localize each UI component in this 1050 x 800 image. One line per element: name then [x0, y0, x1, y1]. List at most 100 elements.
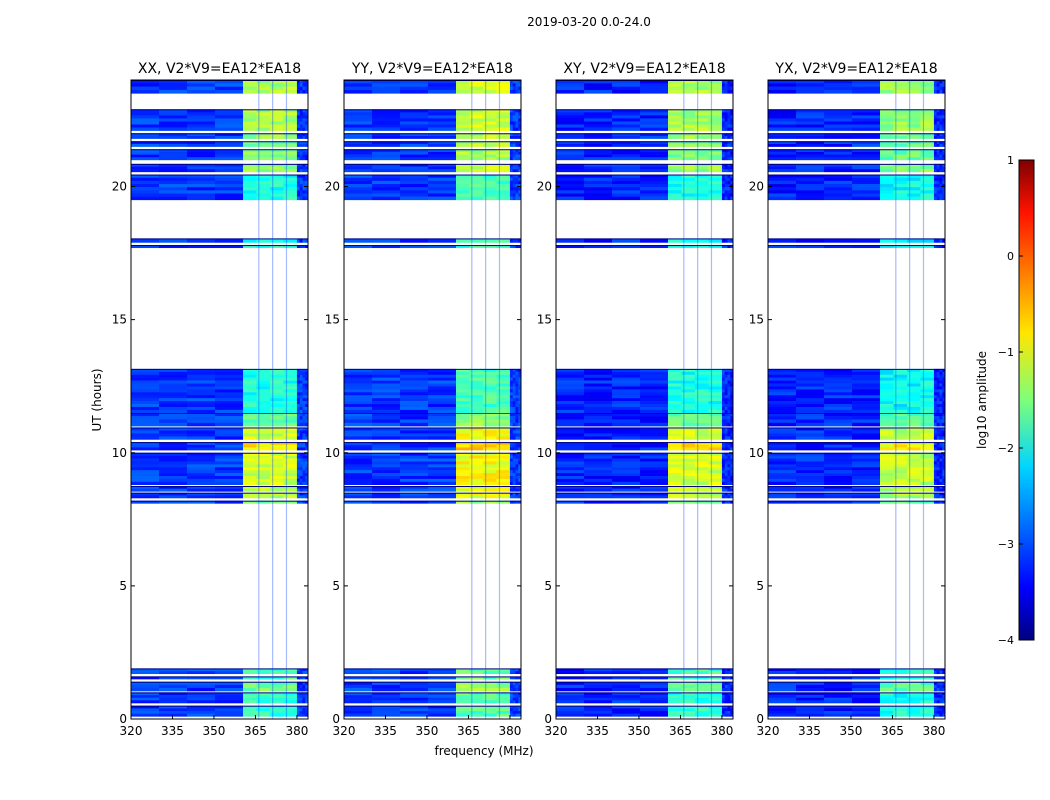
- heatmap-cell: [187, 461, 216, 465]
- heatmap-cell: [456, 436, 470, 440]
- heatmap-cell: [518, 708, 522, 712]
- heatmap-cell: [936, 475, 940, 480]
- heatmap-cell: [936, 124, 940, 128]
- heatmap-cell: [852, 149, 881, 153]
- heatmap-cell: [372, 668, 401, 672]
- x-tick-label: 335: [161, 724, 184, 738]
- heatmap-cell: [893, 383, 908, 387]
- heatmap-cell: [640, 115, 669, 119]
- heatmap-cell: [920, 115, 935, 119]
- heatmap-cell: [159, 377, 188, 381]
- heatmap-cell: [269, 127, 284, 131]
- heatmap-cell: [640, 681, 669, 686]
- heatmap-cell: [372, 86, 401, 91]
- heatmap-cell: [159, 193, 188, 197]
- heatmap-cell: [159, 475, 188, 480]
- heatmap-cell: [584, 486, 613, 489]
- heatmap-cell: [456, 109, 470, 113]
- heatmap-cell: [730, 500, 734, 504]
- heatmap-cell: [721, 371, 726, 376]
- heatmap-cell: [269, 395, 284, 399]
- heatmap-cell: [482, 500, 497, 504]
- heatmap-cell: [518, 143, 522, 147]
- heatmap-cell: [509, 135, 514, 139]
- heatmap-cell: [159, 481, 188, 485]
- heatmap-cell: [512, 374, 516, 378]
- heatmap-cell: [515, 115, 519, 119]
- heatmap-cell: [681, 166, 696, 170]
- heatmap-cell: [215, 389, 244, 393]
- heatmap-cell: [936, 495, 940, 499]
- heatmap-cell: [469, 404, 484, 408]
- heatmap-cell: [880, 412, 894, 417]
- heatmap-cell: [939, 80, 943, 84]
- heatmap-cell: [159, 713, 188, 717]
- heatmap-cell: [496, 481, 511, 485]
- heatmap-cell: [456, 711, 470, 714]
- heatmap-cell: [518, 681, 522, 686]
- heatmap-cell: [724, 118, 728, 122]
- heatmap-cell: [727, 118, 731, 122]
- heatmap-cell: [509, 419, 514, 424]
- heatmap-cell: [612, 190, 641, 194]
- heatmap-cell: [708, 444, 723, 448]
- heatmap-cell: [518, 187, 522, 191]
- heatmap-cell: [131, 433, 160, 437]
- heatmap-cell: [299, 121, 303, 125]
- heatmap-cell: [880, 80, 894, 84]
- heatmap-cell: [269, 401, 284, 405]
- heatmap-cell: [187, 488, 216, 492]
- heatmap-cell: [721, 452, 726, 456]
- heatmap-cell: [727, 404, 731, 408]
- heatmap-cell: [724, 157, 728, 161]
- heatmap-cell: [512, 668, 516, 672]
- heatmap-cell: [708, 143, 723, 147]
- heatmap-cell: [215, 398, 244, 402]
- heatmap-cell: [496, 473, 511, 477]
- heatmap-cell: [299, 416, 303, 420]
- heatmap-cell: [215, 374, 244, 378]
- heatmap-cell: [496, 368, 511, 373]
- heatmap-cell: [512, 444, 516, 448]
- heatmap-cell: [824, 692, 853, 696]
- heatmap-cell: [556, 389, 585, 393]
- heatmap-cell: [283, 187, 298, 191]
- heatmap-cell: [893, 83, 908, 87]
- heatmap-cell: [612, 184, 641, 188]
- heatmap-cell: [518, 500, 522, 504]
- heatmap-cell: [344, 143, 373, 147]
- heatmap-cell: [512, 151, 516, 155]
- heatmap-cell: [518, 430, 522, 434]
- heatmap-cell: [668, 149, 682, 153]
- heatmap-cell: [518, 478, 522, 483]
- heatmap-cell: [496, 89, 511, 94]
- heatmap-cell: [796, 80, 825, 84]
- heatmap-cell: [920, 708, 935, 712]
- heatmap-cell: [708, 174, 723, 178]
- heatmap-cell: [515, 697, 519, 701]
- heatmap-cell: [469, 386, 484, 390]
- heatmap-cell: [824, 374, 853, 378]
- heatmap-cell: [482, 475, 497, 480]
- heatmap-cell: [509, 412, 514, 417]
- heatmap-cell: [936, 374, 940, 378]
- heatmap-cell: [936, 687, 940, 692]
- heatmap-cell: [640, 238, 669, 243]
- heatmap-cell: [906, 473, 921, 477]
- heatmap-cell: [721, 86, 726, 91]
- heatmap-cell: [299, 681, 303, 686]
- heatmap-cell: [512, 475, 516, 480]
- heatmap-cell: [721, 184, 726, 188]
- heatmap-cell: [344, 135, 373, 139]
- heatmap-cell: [880, 401, 894, 405]
- heatmap-cell: [400, 109, 429, 113]
- heatmap-cell: [243, 187, 257, 191]
- band-edge: [768, 174, 945, 176]
- heatmap-cell: [269, 416, 284, 420]
- heatmap-cell: [584, 115, 613, 119]
- heatmap-cell: [668, 684, 682, 689]
- heatmap-cell: [933, 86, 938, 91]
- heatmap-cell: [721, 436, 726, 440]
- band-edge: [556, 133, 733, 135]
- heatmap-cell: [512, 166, 516, 170]
